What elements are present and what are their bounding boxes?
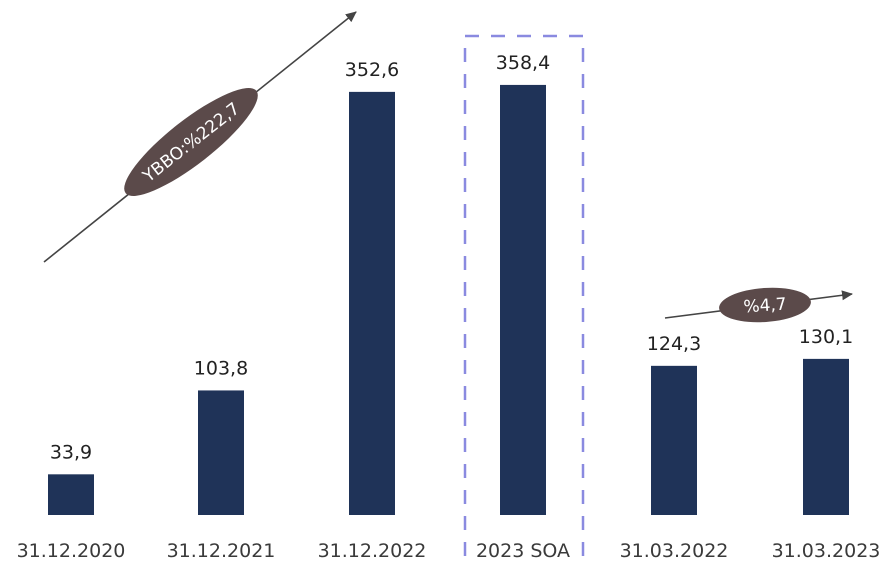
category-label-2023-soa: 2023 SOA <box>476 540 570 562</box>
growth-badge-1-shape <box>124 88 258 196</box>
highlight-box-2023-soa <box>463 34 585 566</box>
bar-31-12-2022 <box>349 91 395 515</box>
category-label-31-12-2020: 31.12.2020 <box>17 540 126 562</box>
value-label-31-12-2021: 103,8 <box>194 357 248 379</box>
category-label-31-03-2022: 31.03.2022 <box>620 540 729 562</box>
growth-badge-2: %4,7 <box>719 287 811 323</box>
growth-badge-2-text: %4,7 <box>743 295 787 318</box>
value-label-31-03-2022: 124,3 <box>647 333 701 355</box>
bar-31-12-2021 <box>198 390 244 515</box>
bar-2023-soa <box>500 84 546 516</box>
growth-badge-2-shape <box>719 287 811 323</box>
value-label-31-12-2022: 352,6 <box>345 59 399 81</box>
growth-badge-1: YBBO:%222,7 <box>124 88 258 196</box>
bar-31-03-2023 <box>803 358 849 515</box>
bar-31-03-2022 <box>651 365 697 515</box>
bar-31-12-2020 <box>48 474 94 515</box>
value-label-2023-soa: 358,4 <box>496 52 550 74</box>
value-label-31-12-2020: 33,9 <box>50 441 92 463</box>
value-label-31-03-2023: 130,1 <box>799 326 853 348</box>
growth-badge-1-text: YBBO:%222,7 <box>139 99 244 187</box>
category-label-31-12-2021: 31.12.2021 <box>167 540 276 562</box>
category-label-31-12-2022: 31.12.2022 <box>318 540 427 562</box>
category-label-31-03-2023: 31.03.2023 <box>772 540 881 562</box>
